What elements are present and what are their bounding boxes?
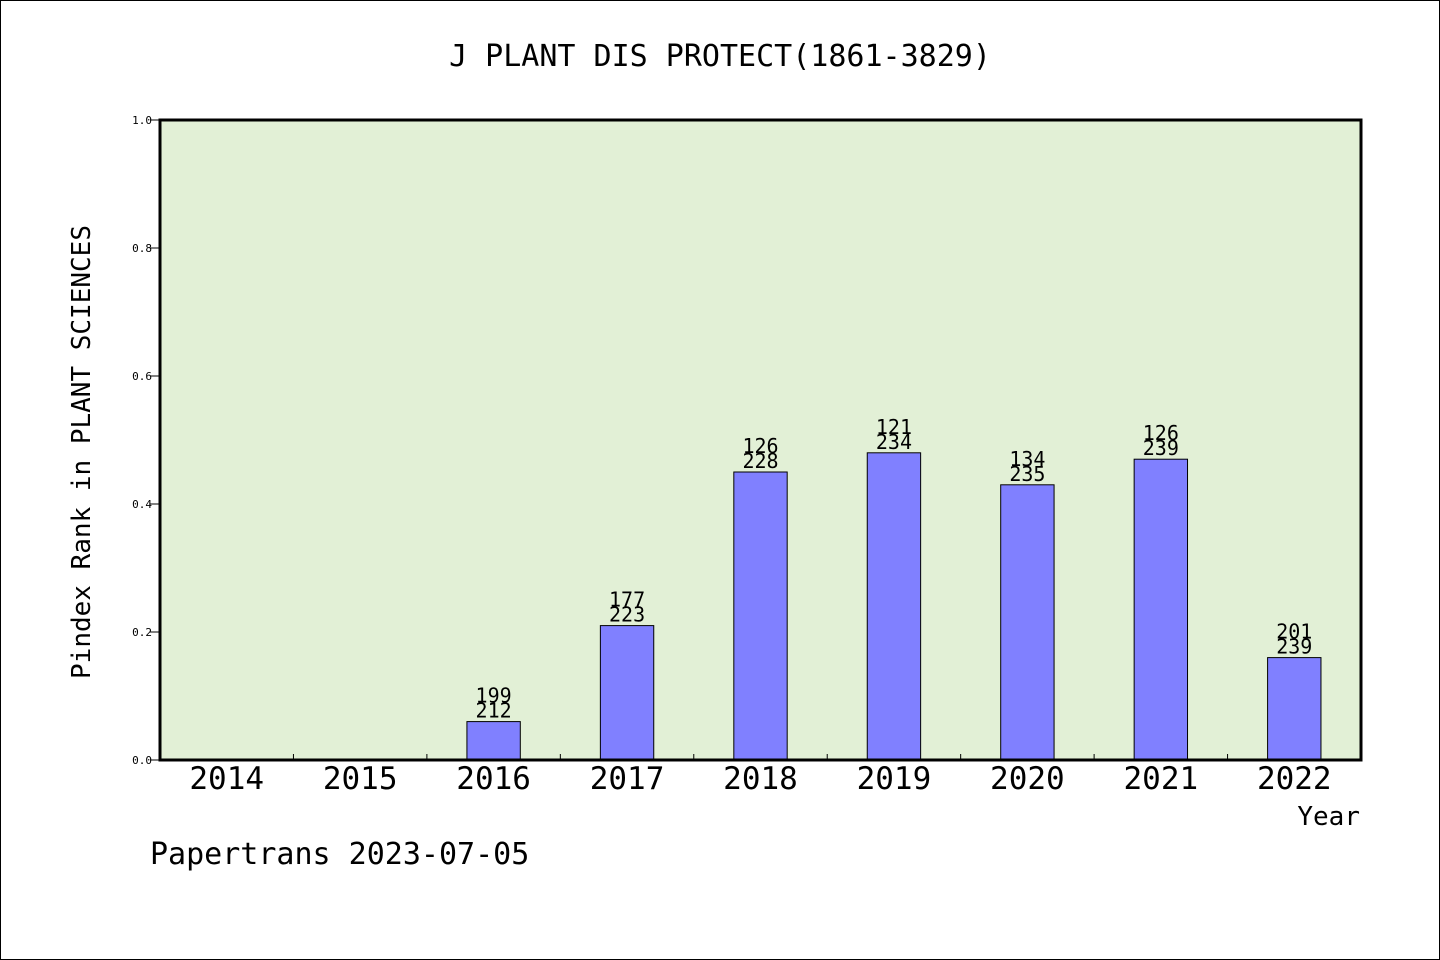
bar [1000,484,1055,761]
bar-rank-label: 126 [1143,421,1179,445]
bar-total-label: 239 [1143,436,1179,460]
y-tick-label: 0.0 [132,754,152,767]
bar-total-label: 212 [476,699,512,723]
x-tick-label: 2021 [1124,761,1199,797]
y-tick-label: 0.8 [132,242,152,255]
y-axis-label: Pindex Rank in PLANT SCIENCES [67,225,97,679]
bar [1267,657,1322,761]
bar-total-label: 235 [1009,462,1045,486]
bar-rank-label: 201 [1276,620,1312,644]
x-tick-label: 2017 [590,761,665,797]
bar [599,625,655,761]
bar-total-label: 228 [742,449,778,473]
bar-total-label: 223 [609,603,645,627]
bar-rank-label: 199 [476,684,512,708]
x-tick-label: 2015 [323,761,398,797]
bar [733,471,788,761]
footer-text: Papertrans 2023-07-05 [150,837,529,872]
y-tick-label: 1.0 [132,114,152,127]
y-tick-label: 0.4 [132,498,152,511]
x-tick-label: 2014 [189,761,264,797]
bar [466,721,521,761]
y-tick-label: 0.6 [132,370,152,383]
bar-total-label: 239 [1276,635,1312,659]
chart-title: J PLANT DIS PROTECT(1861-3829) [449,39,991,74]
plot-border [158,118,1363,762]
bar [1133,458,1189,761]
bar-rank-label: 121 [876,415,912,439]
bar-rank-label: 126 [742,434,778,458]
bar-rank-label: 177 [609,588,645,612]
x-tick-label: 2020 [990,761,1065,797]
x-tick-label: 2018 [723,761,798,797]
bar-total-label: 234 [876,430,912,454]
bar-rank-label: 134 [1009,447,1045,471]
x-tick-label: 2022 [1257,761,1332,797]
x-tick-label: 2016 [456,761,531,797]
y-tick-label: 0.2 [132,626,152,639]
bar [866,452,922,761]
x-axis-label: Year [1297,802,1360,832]
x-tick-label: 2019 [857,761,932,797]
